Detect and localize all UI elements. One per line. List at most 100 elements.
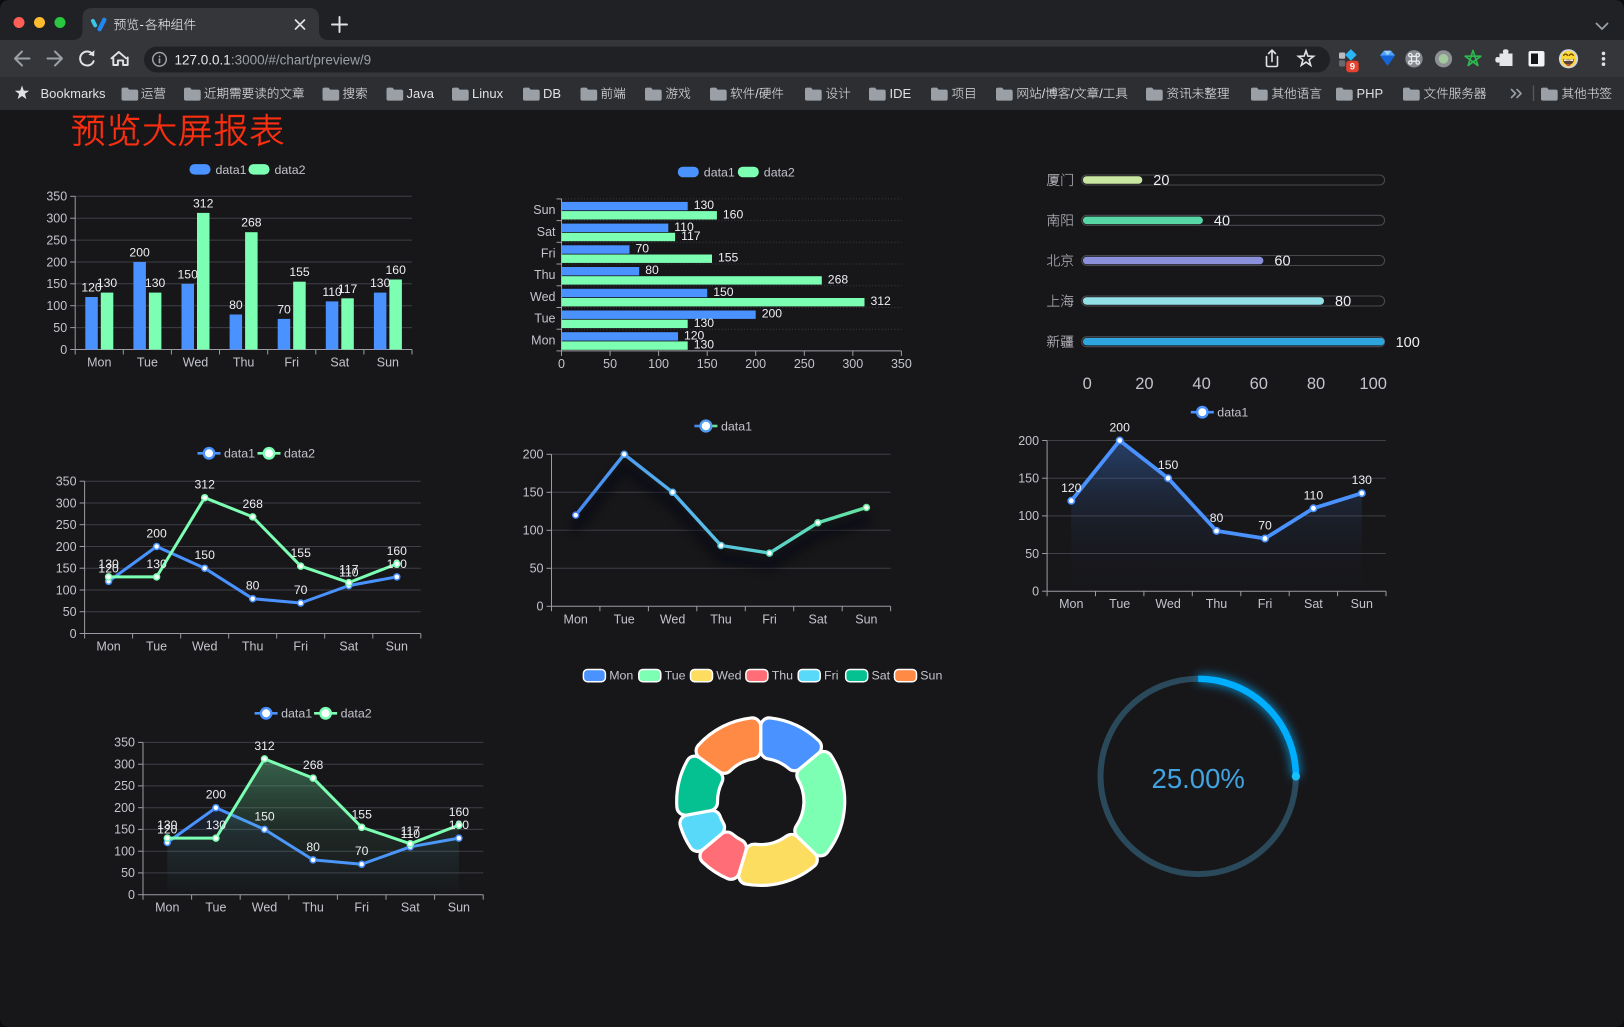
svg-text:Sat: Sat <box>872 669 891 683</box>
svg-text:Mon: Mon <box>96 640 120 654</box>
svg-text:100: 100 <box>648 357 669 371</box>
svg-text:50: 50 <box>53 321 67 335</box>
svg-text:200: 200 <box>762 307 783 321</box>
svg-text:350: 350 <box>114 736 135 750</box>
svg-text:Mon: Mon <box>564 612 588 626</box>
svg-text:/: / <box>1070 87 1074 101</box>
svg-text:117: 117 <box>681 229 701 243</box>
svg-text:50: 50 <box>603 357 617 371</box>
svg-text:70: 70 <box>277 302 291 316</box>
svg-text:50: 50 <box>63 605 77 619</box>
svg-text:160: 160 <box>723 207 744 221</box>
svg-text:110: 110 <box>1304 488 1324 502</box>
svg-text:IDE: IDE <box>890 86 912 101</box>
svg-text:150: 150 <box>195 548 216 562</box>
svg-text:Wed: Wed <box>716 669 741 683</box>
svg-text:Tue: Tue <box>1109 597 1130 611</box>
svg-text:Bookmarks: Bookmarks <box>41 86 107 101</box>
svg-text:Thu: Thu <box>534 268 556 282</box>
svg-text:130: 130 <box>157 818 178 832</box>
svg-text:117: 117 <box>401 824 421 838</box>
svg-text:0: 0 <box>537 600 544 614</box>
svg-text:120: 120 <box>684 328 705 342</box>
svg-text:50: 50 <box>121 866 135 880</box>
svg-text:127.0.0.1:3000/#/chart/preview: 127.0.0.1:3000/#/chart/preview/9 <box>175 52 372 67</box>
svg-text:200: 200 <box>114 801 135 815</box>
svg-text:100: 100 <box>1396 335 1420 351</box>
svg-text:100: 100 <box>1018 509 1039 523</box>
svg-text:200: 200 <box>1018 434 1039 448</box>
svg-text:Tue: Tue <box>137 356 158 370</box>
svg-text:/: / <box>755 87 759 101</box>
svg-text:150: 150 <box>114 823 135 837</box>
svg-text:20: 20 <box>1135 375 1153 393</box>
svg-text:250: 250 <box>114 779 135 793</box>
svg-text:130: 130 <box>146 557 167 571</box>
svg-text:Tue: Tue <box>534 312 555 326</box>
svg-text:data1: data1 <box>224 447 255 461</box>
svg-text:Sat: Sat <box>339 640 358 654</box>
svg-text:100: 100 <box>523 524 544 538</box>
svg-text:Wed: Wed <box>192 640 218 654</box>
svg-text:150: 150 <box>1018 472 1039 486</box>
svg-text:300: 300 <box>56 496 77 510</box>
svg-text:40: 40 <box>1214 214 1230 230</box>
svg-text:80: 80 <box>246 579 260 593</box>
svg-text:Fri: Fri <box>293 640 308 654</box>
svg-text:130: 130 <box>370 276 391 290</box>
svg-text:80: 80 <box>306 840 320 854</box>
svg-text:60: 60 <box>1250 375 1268 393</box>
svg-text:150: 150 <box>56 562 77 576</box>
svg-text:Sat: Sat <box>330 356 349 370</box>
svg-text:0: 0 <box>1032 585 1039 599</box>
svg-text:Wed: Wed <box>660 612 686 626</box>
svg-text:Thu: Thu <box>302 901 324 915</box>
svg-text:data1: data1 <box>281 707 312 721</box>
svg-text:100: 100 <box>1359 375 1387 393</box>
svg-text:150: 150 <box>697 357 718 371</box>
svg-text:70: 70 <box>294 583 308 597</box>
svg-text:130: 130 <box>206 818 227 832</box>
svg-text:Fri: Fri <box>1258 597 1273 611</box>
svg-text:Tue: Tue <box>665 669 686 683</box>
svg-text:9: 9 <box>1350 62 1355 73</box>
svg-text:data2: data2 <box>275 163 306 177</box>
svg-text:250: 250 <box>56 518 77 532</box>
svg-text:Sun: Sun <box>448 901 470 915</box>
svg-text:Mon: Mon <box>531 333 555 347</box>
svg-text:data2: data2 <box>284 447 315 461</box>
svg-text:200: 200 <box>206 788 227 802</box>
svg-text:110: 110 <box>339 566 359 580</box>
svg-text:Mon: Mon <box>609 669 633 683</box>
svg-text:130: 130 <box>97 276 118 290</box>
svg-text:80: 80 <box>645 263 659 277</box>
svg-text:PHP: PHP <box>1357 86 1384 101</box>
svg-text:data2: data2 <box>764 165 795 179</box>
svg-text:268: 268 <box>828 272 849 286</box>
svg-text:120: 120 <box>1061 481 1082 495</box>
svg-text:268: 268 <box>303 758 324 772</box>
svg-text:312: 312 <box>193 196 214 210</box>
svg-text:Fri: Fri <box>354 901 369 915</box>
svg-text:155: 155 <box>718 251 739 265</box>
svg-text:117: 117 <box>339 563 359 577</box>
svg-text:data2: data2 <box>341 707 372 721</box>
svg-text:120: 120 <box>157 823 178 837</box>
svg-text:Tue: Tue <box>146 640 167 654</box>
svg-text:Fri: Fri <box>824 669 838 683</box>
svg-text:Sun: Sun <box>920 669 942 683</box>
svg-text:117: 117 <box>338 282 358 296</box>
svg-text:130: 130 <box>694 198 715 212</box>
svg-text:150: 150 <box>254 809 275 823</box>
svg-text:155: 155 <box>352 807 373 821</box>
svg-text:110: 110 <box>674 220 694 234</box>
svg-text:Sat: Sat <box>401 901 420 915</box>
svg-text:110: 110 <box>401 827 421 841</box>
svg-text:70: 70 <box>355 844 369 858</box>
svg-text:Thu: Thu <box>1206 597 1228 611</box>
svg-text:Mon: Mon <box>155 901 179 915</box>
svg-text:160: 160 <box>387 544 408 558</box>
svg-text:Java: Java <box>407 86 435 101</box>
svg-text:155: 155 <box>291 546 312 560</box>
svg-text:300: 300 <box>842 357 863 371</box>
